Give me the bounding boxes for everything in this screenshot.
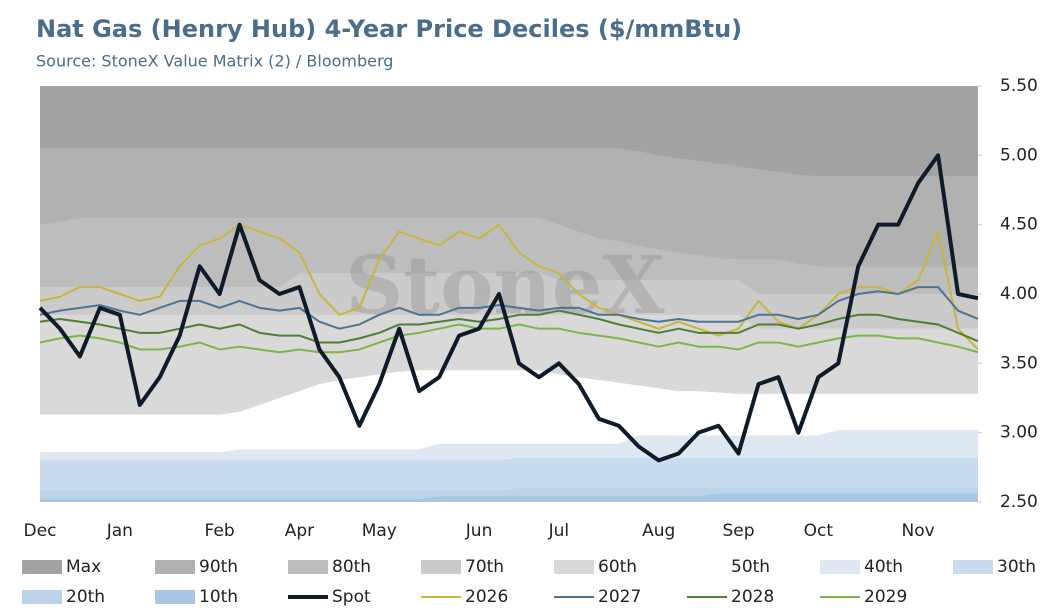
series-line <box>39 309 979 344</box>
x-tick-label: Sep <box>722 521 754 541</box>
x-tick-label: Aug <box>642 521 675 541</box>
legend-label: 10th <box>199 587 238 607</box>
legend-swatch <box>953 560 993 574</box>
decile-band <box>40 493 978 502</box>
legend-swatch <box>22 560 62 574</box>
legend-label: Spot <box>332 587 371 607</box>
legend-swatch <box>554 560 594 574</box>
y-tick-label: 2.50 <box>1000 492 1038 512</box>
legend-swatch <box>820 560 860 574</box>
legend-swatch <box>288 560 328 574</box>
legend-label: 2027 <box>598 587 641 607</box>
y-tick-label: 3.50 <box>1000 353 1038 373</box>
legend-label: 70th <box>465 557 504 577</box>
legend-swatch <box>687 560 727 574</box>
x-tick-label: Jan <box>106 521 133 541</box>
x-tick-label: Jun <box>465 521 493 541</box>
legend-swatch <box>22 590 62 604</box>
legend-label: 60th <box>598 557 637 577</box>
x-tick-label: Oct <box>804 521 834 541</box>
y-tick-label: 4.00 <box>1000 284 1038 304</box>
y-tick-label: 5.00 <box>1000 145 1038 165</box>
legend-label: 80th <box>332 557 371 577</box>
x-tick-label: Dec <box>24 521 57 541</box>
y-tick-label: 5.50 <box>1000 76 1038 96</box>
y-tick-label: 3.00 <box>1000 423 1038 443</box>
legend-label: 20th <box>66 587 105 607</box>
x-tick-label: Feb <box>205 521 235 541</box>
legend-label: 30th <box>997 557 1036 577</box>
x-tick-label: May <box>362 521 397 541</box>
x-tick-label: Nov <box>902 521 935 541</box>
chart-title: Nat Gas (Henry Hub) 4-Year Price Deciles… <box>36 15 742 43</box>
legend-swatch <box>155 590 195 604</box>
legend-label: 90th <box>199 557 238 577</box>
legend-label: Max <box>66 557 101 577</box>
series-line <box>39 286 979 330</box>
legend-label: 2026 <box>465 587 508 607</box>
chart-subtitle: Source: StoneX Value Matrix (2) / Bloomb… <box>36 52 393 71</box>
x-tick-label: Apr <box>285 521 314 541</box>
legend-label: 50th <box>731 557 770 577</box>
legend-label: 2029 <box>864 587 907 607</box>
legend-label: 40th <box>864 557 903 577</box>
series-line <box>38 153 979 463</box>
y-tick-label: 4.50 <box>1000 215 1038 235</box>
legend-label: 2028 <box>731 587 774 607</box>
legend-swatch <box>421 560 461 574</box>
legend-swatch <box>155 560 195 574</box>
x-tick-label: Jul <box>548 521 570 541</box>
